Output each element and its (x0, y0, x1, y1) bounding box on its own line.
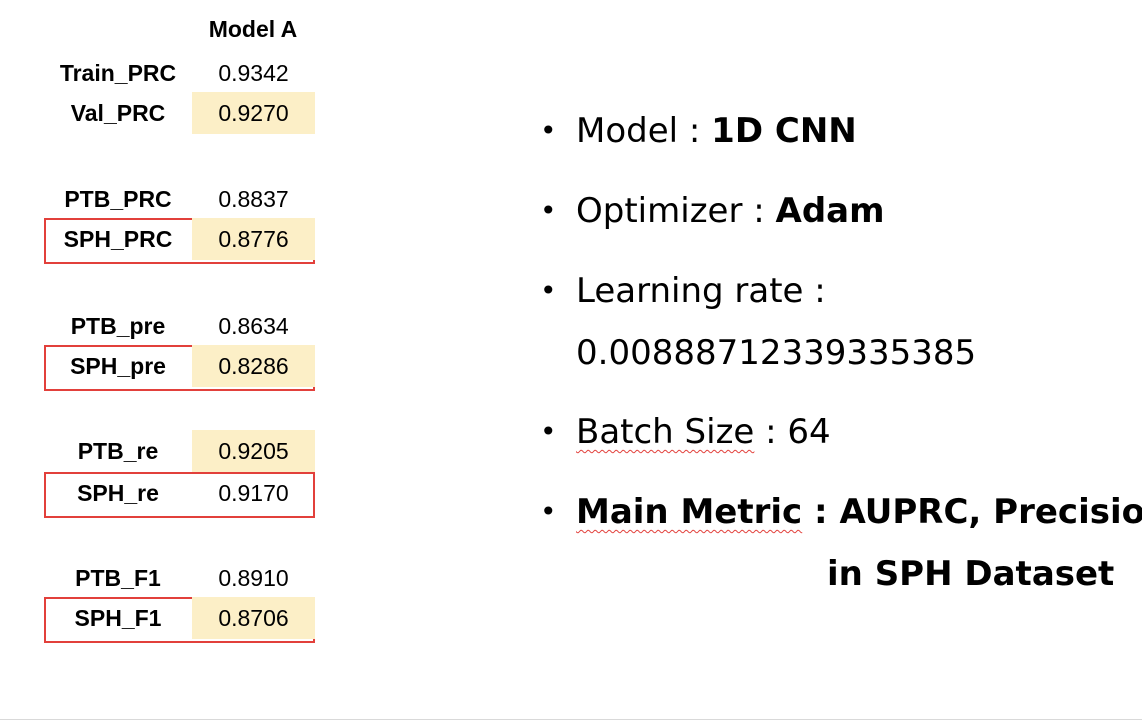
table-row-ptb-f1: PTB_F1 0.8910 (44, 557, 315, 599)
row-value: 0.8837 (218, 185, 289, 212)
row-value: 0.9170 (218, 479, 289, 506)
table-row-sph-pre: SPH_pre 0.8286 (44, 345, 315, 391)
row-value: 0.9205 (192, 430, 315, 472)
table-row-ptb-re: PTB_re 0.9205 (44, 430, 315, 472)
bullet-icon: • (540, 415, 557, 448)
metric-value-cont: in SPH Dataset (827, 554, 1115, 594)
bullet-main-metric: • Main Metric : AUPRC, Precision in SPH … (540, 489, 1142, 597)
table-row-sph-re: SPH_re 0.9170 (44, 472, 315, 518)
table-row-sph-prc: SPH_PRC 0.8776 (44, 218, 315, 264)
table-row-ptb-prc: PTB_PRC 0.8837 (44, 178, 315, 220)
optimizer-value: Adam (775, 191, 885, 231)
row-label: Val_PRC (70, 99, 166, 126)
row-value: 0.8910 (218, 564, 289, 591)
row-value: 0.8634 (218, 312, 289, 339)
metric-value: AUPRC, Precision (839, 492, 1142, 532)
row-value: 0.8776 (192, 218, 315, 260)
row-value: 0.9342 (218, 59, 289, 86)
row-label: SPH_PRC (63, 225, 173, 252)
bullet-icon: • (540, 114, 557, 147)
row-label: SPH_re (77, 479, 159, 506)
row-label: PTB_F1 (75, 564, 161, 591)
table-row-train-prc: Train_PRC 0.9342 (44, 52, 315, 94)
lr-value: 0.00888712339335385 (576, 333, 977, 373)
row-label: Train_PRC (59, 59, 177, 86)
model-label: Model : (576, 111, 712, 151)
table-row-val-prc: Val_PRC 0.9270 (44, 92, 315, 134)
bullet-icon: • (540, 274, 557, 307)
table-row-ptb-pre: PTB_pre 0.8634 (44, 305, 315, 347)
row-label: PTB_re (77, 437, 159, 464)
column-header-model-a: Model A (208, 16, 298, 42)
row-label: SPH_F1 (74, 604, 162, 631)
bullet-learning-rate: • Learning rate : 0.00888712339335385 (540, 268, 1142, 409)
row-value: 0.8706 (192, 597, 315, 639)
table-row-sph-f1: SPH_F1 0.8706 (44, 597, 315, 643)
metric-sep: : (802, 492, 840, 532)
row-value: 0.8286 (192, 345, 315, 387)
optimizer-label: Optimizer : (576, 191, 776, 231)
batch-label: Batch Size (576, 412, 755, 452)
bullet-optimizer: • Optimizer : Adam (540, 188, 1142, 268)
bullet-icon: • (540, 495, 557, 528)
row-label: PTB_pre (70, 312, 166, 339)
bullet-icon: • (540, 194, 557, 227)
bullet-batch-size: • Batch Size : 64 (540, 409, 1142, 489)
model-value: 1D CNN (711, 111, 857, 151)
row-value: 0.9270 (192, 92, 315, 134)
batch-value: 64 (787, 412, 831, 452)
metric-label: Main Metric (576, 492, 803, 532)
batch-sep: : (754, 412, 788, 452)
lr-label: Learning rate : (576, 271, 826, 311)
config-bullet-list: • Model : 1D CNN • Optimizer : Adam • Le… (540, 108, 1142, 597)
row-label: PTB_PRC (64, 185, 172, 212)
bullet-model: • Model : 1D CNN (540, 108, 1142, 188)
bottom-divider (0, 719, 1142, 720)
row-label: SPH_pre (70, 352, 166, 379)
